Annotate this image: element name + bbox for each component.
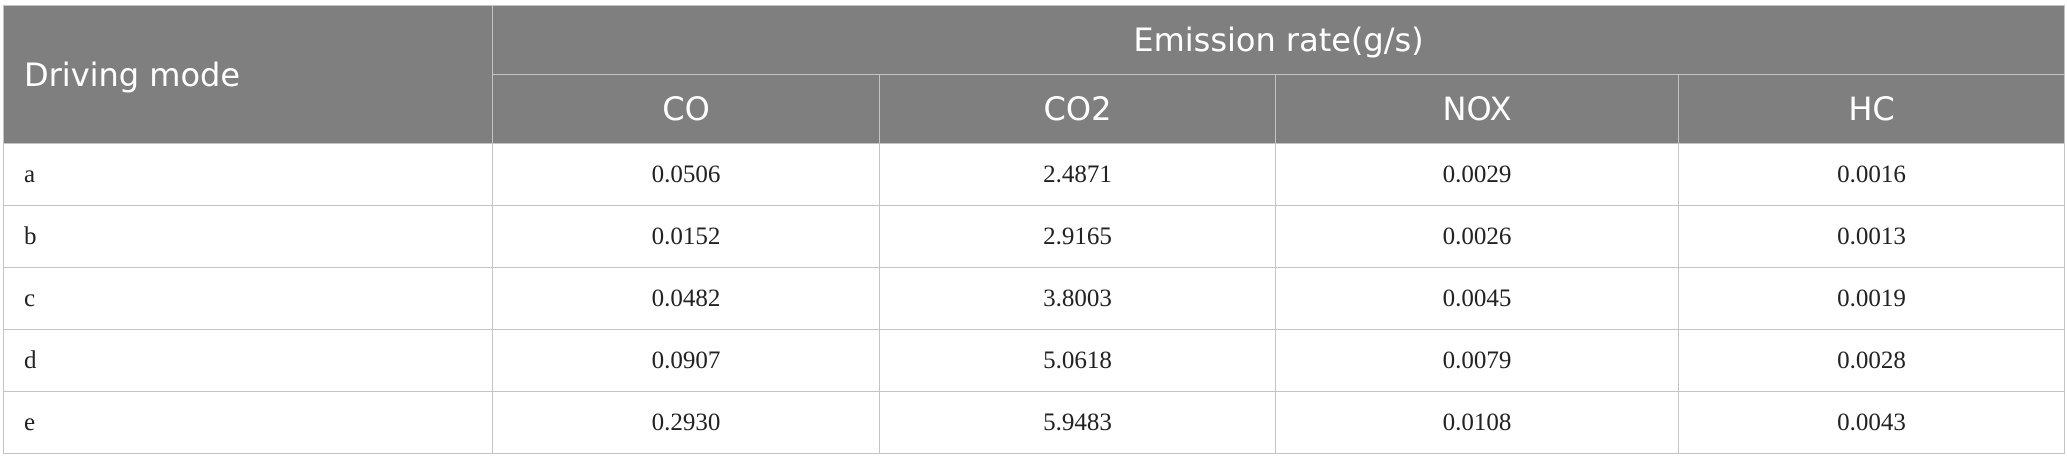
header-group: Emission rate(g/s) xyxy=(491,5,2066,75)
header-cell: Driving mode xyxy=(3,5,493,144)
row-label: e xyxy=(3,391,493,454)
header-cell: CO2 xyxy=(879,74,1276,144)
row-label: d xyxy=(3,329,493,392)
table-cell: 5.0618 xyxy=(879,329,1276,392)
table-cell: 0.0482 xyxy=(492,267,880,330)
table-cell: 5.9483 xyxy=(879,391,1276,454)
table-cell: 0.0907 xyxy=(492,329,880,392)
table-cell: 0.0019 xyxy=(1677,267,2066,330)
table-cell: 0.0079 xyxy=(1275,329,1679,392)
table-cell: 0.0029 xyxy=(1275,143,1679,206)
row-label: c xyxy=(3,267,493,330)
table-cell: 0.0152 xyxy=(492,205,880,268)
header-cell: HC xyxy=(1677,74,2066,144)
table-row: a 0.0506 2.4871 0.0029 0.0016 xyxy=(3,143,2066,206)
table-header: Driving mode Emission rate(g/s) CO CO2 NOX… xyxy=(3,5,2066,144)
table-row: e 0.2930 5.9483 0.0108 0.0043 xyxy=(3,391,2066,454)
table-cell: 3.8003 xyxy=(879,267,1276,330)
header-cell: CO xyxy=(492,74,880,144)
row-label: b xyxy=(3,205,493,268)
header-row: Driving mode Emission rate(g/s) xyxy=(3,5,2066,144)
table-cell: 2.4871 xyxy=(879,143,1276,206)
table-cell: 0.0016 xyxy=(1677,143,2066,206)
table-cell: 0.2930 xyxy=(492,391,880,454)
table-cell: 0.0506 xyxy=(492,143,880,206)
table-cell: 0.0028 xyxy=(1677,329,2066,392)
row-label: a xyxy=(3,143,493,206)
table-body: a 0.0506 2.4871 0.0029 0.0016 b 0.0152 2.9165 0.… xyxy=(3,143,2066,454)
table-row: c 0.0482 3.8003 0.0045 0.0019 xyxy=(3,267,2066,330)
emission-table: Driving mode Emission rate(g/s) CO CO2 NOX… xyxy=(3,5,2066,454)
header-row: CO CO2 NOX HC xyxy=(4,74,2066,144)
table-cell: 0.0043 xyxy=(1677,391,2066,454)
table-cell: 0.0045 xyxy=(1275,267,1679,330)
table-row: d 0.0907 5.0618 0.0079 0.0028 xyxy=(3,329,2066,392)
table-cell: 0.0013 xyxy=(1677,205,2066,268)
header-cell: NOX xyxy=(1275,74,1679,144)
table-cell: 0.0108 xyxy=(1275,391,1679,454)
table-cell: 0.0026 xyxy=(1275,205,1679,268)
table-cell: 2.9165 xyxy=(879,205,1276,268)
table-row: b 0.0152 2.9165 0.0026 0.0013 xyxy=(3,205,2066,268)
